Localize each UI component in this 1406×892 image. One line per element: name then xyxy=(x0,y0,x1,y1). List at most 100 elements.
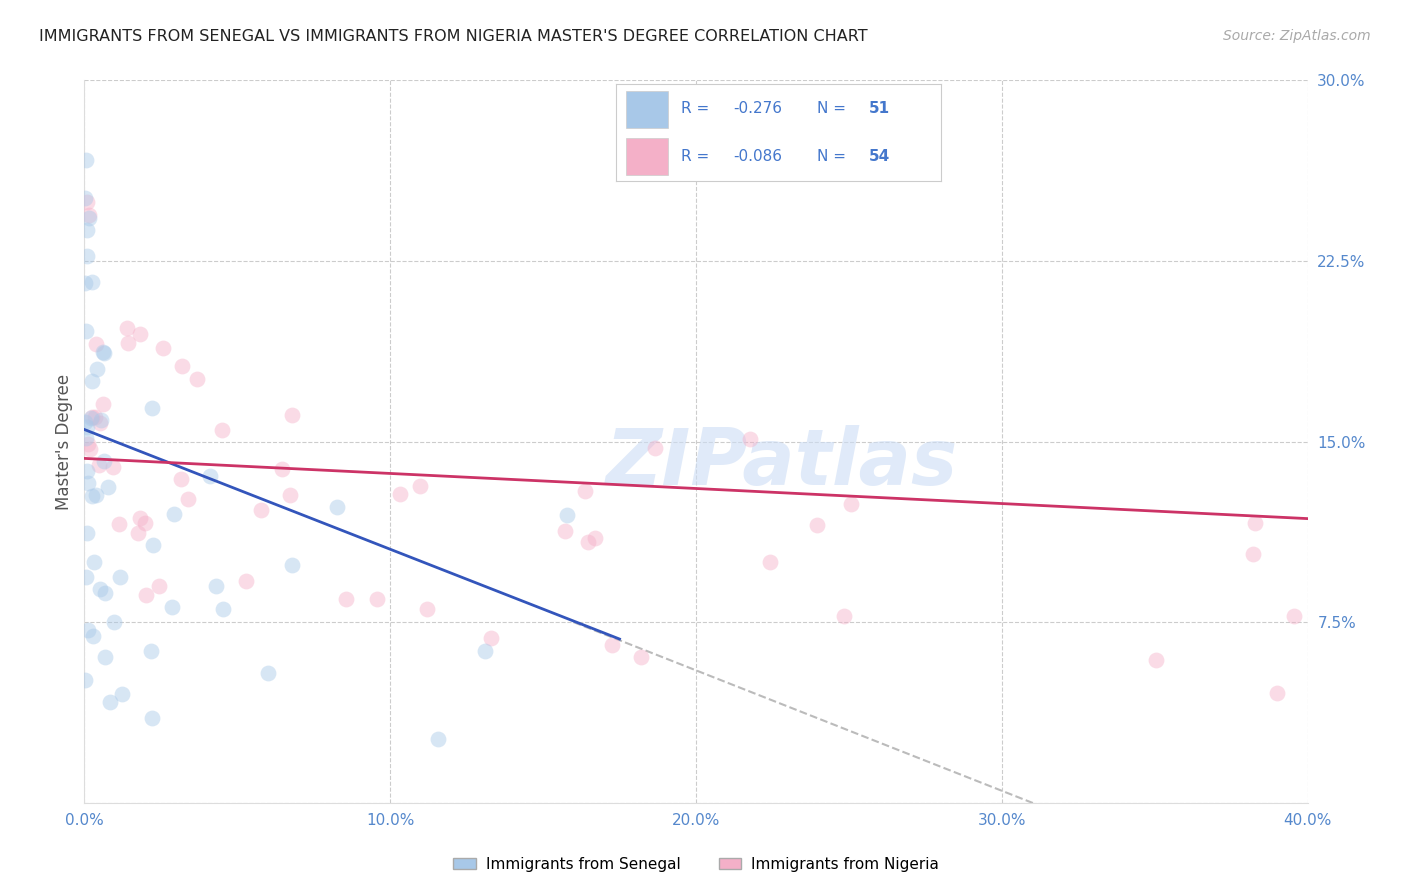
Point xyxy=(1146,653,1168,667)
Point xyxy=(89,582,111,597)
Point xyxy=(152,342,174,356)
Point xyxy=(129,326,152,341)
Point xyxy=(103,615,125,629)
Point xyxy=(83,410,105,425)
Point xyxy=(94,650,117,665)
Point xyxy=(134,516,156,530)
Point xyxy=(141,711,163,725)
Point xyxy=(97,480,120,494)
Point xyxy=(554,524,576,538)
Point xyxy=(77,207,100,221)
Point xyxy=(139,643,162,657)
Point xyxy=(82,629,104,643)
Point xyxy=(75,431,97,445)
Point xyxy=(91,397,114,411)
Point xyxy=(107,516,129,531)
Point xyxy=(644,442,666,456)
Y-axis label: Master's Degree: Master's Degree xyxy=(55,374,73,509)
Point xyxy=(1241,547,1264,561)
Point xyxy=(600,639,623,653)
Point xyxy=(94,585,117,599)
Point xyxy=(76,476,98,491)
Point xyxy=(76,464,98,478)
Point xyxy=(75,324,97,338)
Point xyxy=(73,191,96,205)
Point xyxy=(576,535,599,549)
Point xyxy=(103,459,125,474)
Point xyxy=(83,555,105,569)
Point xyxy=(574,484,596,499)
Point xyxy=(115,321,138,335)
Point xyxy=(280,408,302,422)
Point xyxy=(77,211,100,225)
Point xyxy=(249,503,271,517)
Point xyxy=(335,592,357,607)
Point xyxy=(135,588,157,602)
Point xyxy=(583,531,606,545)
Point xyxy=(98,695,121,709)
Point xyxy=(630,649,652,664)
Point xyxy=(80,410,103,425)
Point xyxy=(839,497,862,511)
Point xyxy=(93,344,115,359)
Point xyxy=(235,574,257,588)
Point xyxy=(93,345,115,359)
Point xyxy=(427,731,450,746)
Point xyxy=(1282,609,1305,624)
Point xyxy=(76,223,98,237)
Point xyxy=(200,469,222,483)
Point xyxy=(111,687,134,701)
Point xyxy=(388,486,411,500)
Text: IMMIGRANTS FROM SENEGAL VS IMMIGRANTS FROM NIGERIA MASTER'S DEGREE CORRELATION C: IMMIGRANTS FROM SENEGAL VS IMMIGRANTS FR… xyxy=(39,29,868,45)
Point xyxy=(278,488,301,502)
Point xyxy=(160,600,183,615)
Point xyxy=(76,525,98,540)
Point xyxy=(142,538,165,552)
Point xyxy=(73,276,96,290)
Point xyxy=(832,608,855,623)
Point xyxy=(212,602,235,616)
Point xyxy=(76,436,98,450)
Text: ZIPatlas: ZIPatlas xyxy=(606,425,957,501)
Point xyxy=(170,359,193,373)
Legend: Immigrants from Senegal, Immigrants from Nigeria: Immigrants from Senegal, Immigrants from… xyxy=(447,851,945,879)
Point xyxy=(86,362,108,376)
Point xyxy=(75,673,97,687)
Point xyxy=(409,479,432,493)
Point xyxy=(75,153,97,167)
Point xyxy=(73,415,96,429)
Point xyxy=(325,500,347,514)
Point xyxy=(90,413,112,427)
Point xyxy=(557,508,579,522)
Point xyxy=(281,558,304,572)
Point xyxy=(84,488,107,502)
Point xyxy=(82,489,104,503)
Point xyxy=(479,631,502,645)
Point xyxy=(163,507,186,521)
Point xyxy=(117,336,139,351)
Point xyxy=(127,526,149,541)
Point xyxy=(89,416,111,430)
Point xyxy=(87,458,110,472)
Text: Source: ZipAtlas.com: Source: ZipAtlas.com xyxy=(1223,29,1371,44)
Point xyxy=(80,275,103,289)
Point xyxy=(82,410,104,425)
Point xyxy=(170,472,193,486)
Point xyxy=(416,601,439,615)
Point xyxy=(108,570,131,584)
Point xyxy=(76,249,98,263)
Point xyxy=(148,579,170,593)
Point xyxy=(758,556,780,570)
Point xyxy=(79,442,101,457)
Point xyxy=(256,665,278,680)
Point xyxy=(177,492,200,507)
Point xyxy=(366,592,388,607)
Point xyxy=(271,462,294,476)
Point xyxy=(740,432,762,446)
Point xyxy=(205,579,228,593)
Point xyxy=(75,570,97,584)
Point xyxy=(76,623,98,637)
Point xyxy=(129,511,152,525)
Point xyxy=(76,420,98,434)
Point xyxy=(93,454,115,468)
